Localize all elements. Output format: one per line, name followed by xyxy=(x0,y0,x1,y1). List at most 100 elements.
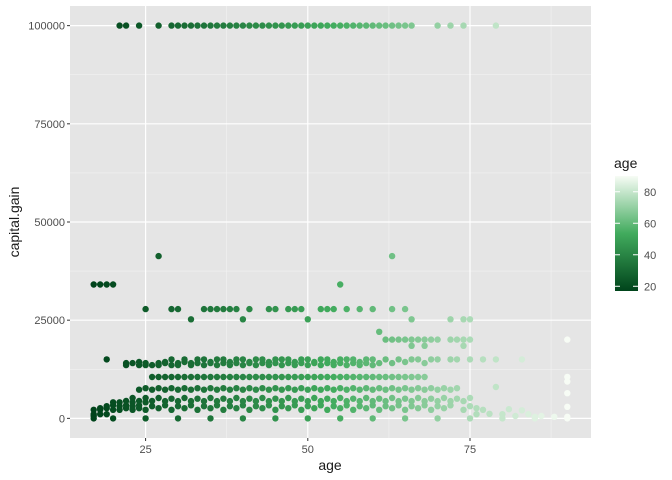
data-point xyxy=(343,22,350,29)
data-point xyxy=(395,336,402,343)
data-point xyxy=(324,395,331,402)
data-point xyxy=(337,394,344,402)
data-point xyxy=(564,403,571,410)
data-point xyxy=(168,395,175,402)
data-point xyxy=(220,373,227,381)
data-point xyxy=(343,305,350,313)
data-point xyxy=(447,386,454,393)
data-point xyxy=(324,22,331,29)
data-point xyxy=(304,356,311,363)
data-point xyxy=(492,383,500,391)
data-point xyxy=(129,359,136,367)
data-point xyxy=(363,373,370,381)
data-point xyxy=(317,402,324,409)
data-point xyxy=(265,305,273,313)
data-point xyxy=(298,359,305,367)
data-point xyxy=(233,359,240,367)
data-point xyxy=(330,403,337,410)
data-point xyxy=(486,410,493,417)
data-point xyxy=(200,356,208,363)
data-point xyxy=(213,402,221,409)
data-point xyxy=(350,385,357,392)
data-point xyxy=(401,395,409,402)
data-point xyxy=(512,412,519,420)
data-point xyxy=(499,415,506,422)
data-point xyxy=(330,397,337,405)
data-point xyxy=(408,386,415,393)
data-point xyxy=(109,406,117,413)
data-point xyxy=(337,415,344,422)
data-point xyxy=(285,385,292,392)
data-point xyxy=(246,406,253,413)
data-point xyxy=(233,394,240,402)
data-point xyxy=(259,405,266,412)
data-point xyxy=(343,356,350,363)
data-point xyxy=(408,373,415,381)
data-point xyxy=(233,22,240,29)
data-point xyxy=(220,406,227,413)
data-point xyxy=(142,385,149,392)
data-point xyxy=(395,373,402,381)
data-point xyxy=(226,373,234,381)
data-point xyxy=(317,305,324,313)
data-point xyxy=(252,403,260,410)
data-point xyxy=(317,386,324,393)
data-point xyxy=(304,22,311,29)
data-point xyxy=(272,373,279,381)
data-point xyxy=(246,385,253,392)
x-axis-ticks: 25 50 75 xyxy=(139,438,476,456)
data-point xyxy=(200,403,208,410)
data-point xyxy=(200,305,208,313)
data-point xyxy=(181,373,188,381)
data-point xyxy=(388,336,396,343)
data-point xyxy=(259,373,266,381)
data-point xyxy=(427,385,435,392)
data-point xyxy=(181,358,188,366)
data-point xyxy=(376,395,383,402)
data-point xyxy=(200,386,208,393)
data-point xyxy=(388,394,396,402)
data-point xyxy=(531,415,539,422)
data-point xyxy=(363,394,370,402)
data-point xyxy=(233,385,240,392)
data-point xyxy=(174,22,182,29)
data-point xyxy=(453,385,461,392)
data-point xyxy=(427,336,435,343)
data-point xyxy=(408,336,415,343)
data-point xyxy=(350,406,357,413)
data-point xyxy=(356,403,363,410)
data-point xyxy=(148,386,156,393)
data-point xyxy=(155,22,162,29)
data-point xyxy=(220,385,227,392)
data-point xyxy=(174,403,182,410)
data-point xyxy=(291,402,298,409)
data-point xyxy=(324,373,331,381)
data-point xyxy=(434,415,441,422)
data-point xyxy=(272,395,279,402)
data-point xyxy=(551,413,558,420)
data-point xyxy=(122,361,130,369)
data-point xyxy=(278,386,285,393)
data-point xyxy=(363,22,370,29)
data-point xyxy=(194,373,201,381)
data-point xyxy=(187,402,195,409)
legend-break-label: 80 xyxy=(644,187,656,199)
y-tick-label: 75000 xyxy=(34,119,65,131)
data-point xyxy=(272,385,279,392)
data-point xyxy=(356,386,363,393)
data-point xyxy=(311,22,318,29)
data-point xyxy=(311,394,318,402)
data-point xyxy=(388,22,396,29)
data-point xyxy=(356,397,363,405)
data-point xyxy=(564,336,571,343)
data-point xyxy=(155,252,162,260)
data-point xyxy=(317,22,324,29)
data-point xyxy=(155,361,162,369)
x-tick-label: 25 xyxy=(139,444,151,456)
data-point xyxy=(135,386,143,393)
data-point xyxy=(207,22,214,29)
data-point xyxy=(421,402,428,409)
data-point xyxy=(460,397,467,405)
data-point xyxy=(460,406,467,413)
data-point xyxy=(135,405,143,412)
